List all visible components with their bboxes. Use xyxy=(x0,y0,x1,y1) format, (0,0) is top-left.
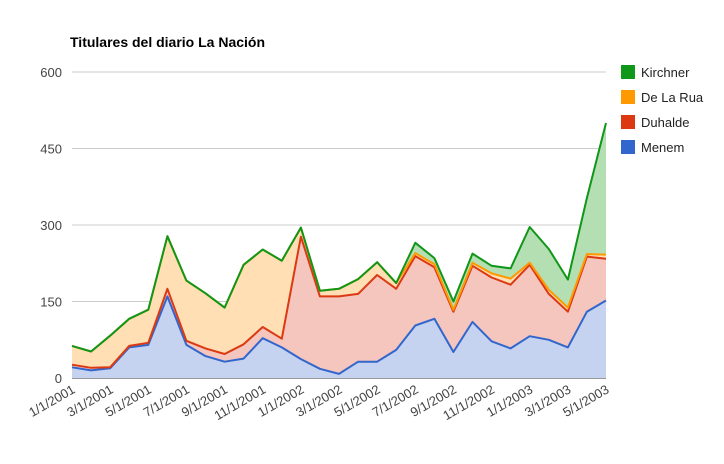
legend-swatch xyxy=(621,140,635,154)
y-tick-label: 600 xyxy=(40,65,62,80)
legend: Kirchner De La Rua Duhalde Menem xyxy=(621,65,704,155)
y-tick-label: 150 xyxy=(40,295,62,310)
area-de-la-rua xyxy=(72,227,606,368)
line-kirchner xyxy=(71,122,607,353)
line-duhalde xyxy=(71,235,607,369)
y-tick-label: 300 xyxy=(40,218,62,233)
y-axis: 0 150 300 450 600 xyxy=(40,65,62,386)
x-axis: 1/1/20013/1/20015/1/20017/1/20019/1/2001… xyxy=(26,382,611,423)
legend-label: De La Rua xyxy=(641,90,704,105)
legend-label: Menem xyxy=(641,140,684,155)
y-tick-label: 450 xyxy=(40,142,62,157)
area-menem xyxy=(72,296,606,378)
legend-label: Duhalde xyxy=(641,115,689,130)
legend-swatch xyxy=(621,65,635,79)
chart-title: Titulares del diario La Nación xyxy=(70,34,265,50)
area-duhalde xyxy=(72,236,606,374)
legend-swatch xyxy=(621,90,635,104)
area-fills xyxy=(72,123,606,378)
legend-label: Kirchner xyxy=(641,65,690,80)
line-menem xyxy=(71,295,607,375)
y-tick-label: 0 xyxy=(55,371,62,386)
legend-swatch xyxy=(621,115,635,129)
series-lines xyxy=(71,122,607,375)
